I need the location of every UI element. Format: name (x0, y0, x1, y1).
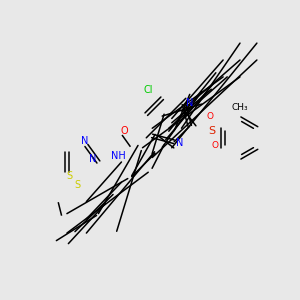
Text: O: O (120, 126, 128, 136)
Text: N: N (176, 138, 183, 148)
Text: NH: NH (111, 151, 126, 161)
Text: N: N (186, 98, 193, 108)
Text: Cl: Cl (143, 85, 152, 95)
Text: S: S (209, 126, 216, 136)
Text: S: S (74, 179, 80, 190)
Text: N: N (89, 154, 97, 164)
Text: O: O (206, 112, 213, 121)
Text: O: O (212, 141, 219, 150)
Text: CH₃: CH₃ (232, 103, 248, 112)
Text: N: N (81, 136, 88, 146)
Text: S: S (67, 171, 73, 181)
